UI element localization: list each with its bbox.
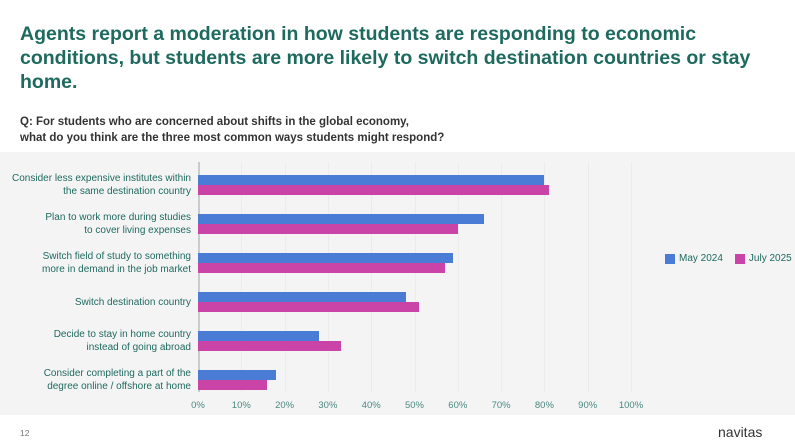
bar-may-2024	[198, 175, 545, 185]
bar-may-2024	[198, 331, 320, 341]
gridline	[241, 162, 243, 392]
gridline	[371, 162, 373, 392]
bar-july-2025	[198, 302, 419, 312]
x-tick-label: 70%	[491, 400, 511, 411]
category-label: Consider less expensive institutes withi…	[12, 173, 191, 197]
question-line: what do you think are the three most com…	[20, 132, 445, 144]
question: Q: For students who are concerned about …	[20, 114, 444, 146]
legend: May 2024 July 2025	[665, 253, 792, 264]
bar-may-2024	[198, 253, 454, 263]
x-tick-label: 0%	[191, 400, 205, 411]
x-tick-label: 40%	[361, 400, 381, 411]
bar-july-2025	[198, 263, 445, 273]
bar-may-2024	[198, 370, 276, 380]
x-tick-label: 30%	[318, 400, 338, 411]
legend-label: May 2024	[679, 253, 723, 264]
x-tick-label: 80%	[534, 400, 554, 411]
page-title: Agents report a moderation in how studen…	[20, 23, 751, 93]
gridline	[501, 162, 503, 392]
bar-july-2025	[198, 380, 268, 390]
x-tick-label: 90%	[578, 400, 598, 411]
x-tick-label: 60%	[448, 400, 468, 411]
gridline	[457, 162, 459, 392]
legend-label: July 2025	[748, 253, 792, 264]
gridline	[544, 162, 546, 392]
x-tick-label: 10%	[231, 400, 251, 411]
gridline	[414, 162, 416, 392]
category-label: Consider completing a part of the degree …	[43, 368, 191, 392]
category-label: Switch destination country	[74, 296, 191, 308]
x-tick-label: 50%	[404, 400, 425, 411]
chart-background	[0, 152, 795, 415]
bar-july-2025	[198, 185, 549, 195]
page-number: 12	[20, 428, 30, 438]
gridline	[284, 162, 286, 392]
gridline	[587, 162, 589, 392]
category-label: Plan to work more during studies to cover…	[45, 212, 191, 236]
gridline	[631, 162, 632, 392]
y-axis	[198, 162, 200, 392]
gridline	[327, 162, 329, 392]
navitas-logo: navitas	[718, 424, 763, 440]
bar-may-2024	[198, 292, 406, 302]
bar-july-2025	[198, 224, 458, 234]
category-label: Decide to stay in home country instead of…	[53, 329, 191, 353]
bar-july-2025	[198, 341, 341, 351]
x-tick-label: 20%	[275, 400, 295, 411]
category-label: Switch field of study to something more i…	[42, 251, 191, 275]
legend-swatch-may-2024	[665, 253, 675, 264]
question-line: Q: For students who are concerned about …	[20, 116, 409, 128]
legend-swatch-july-2025	[734, 253, 745, 264]
bar-may-2024	[198, 214, 484, 224]
x-tick-label: 100%	[618, 400, 644, 411]
